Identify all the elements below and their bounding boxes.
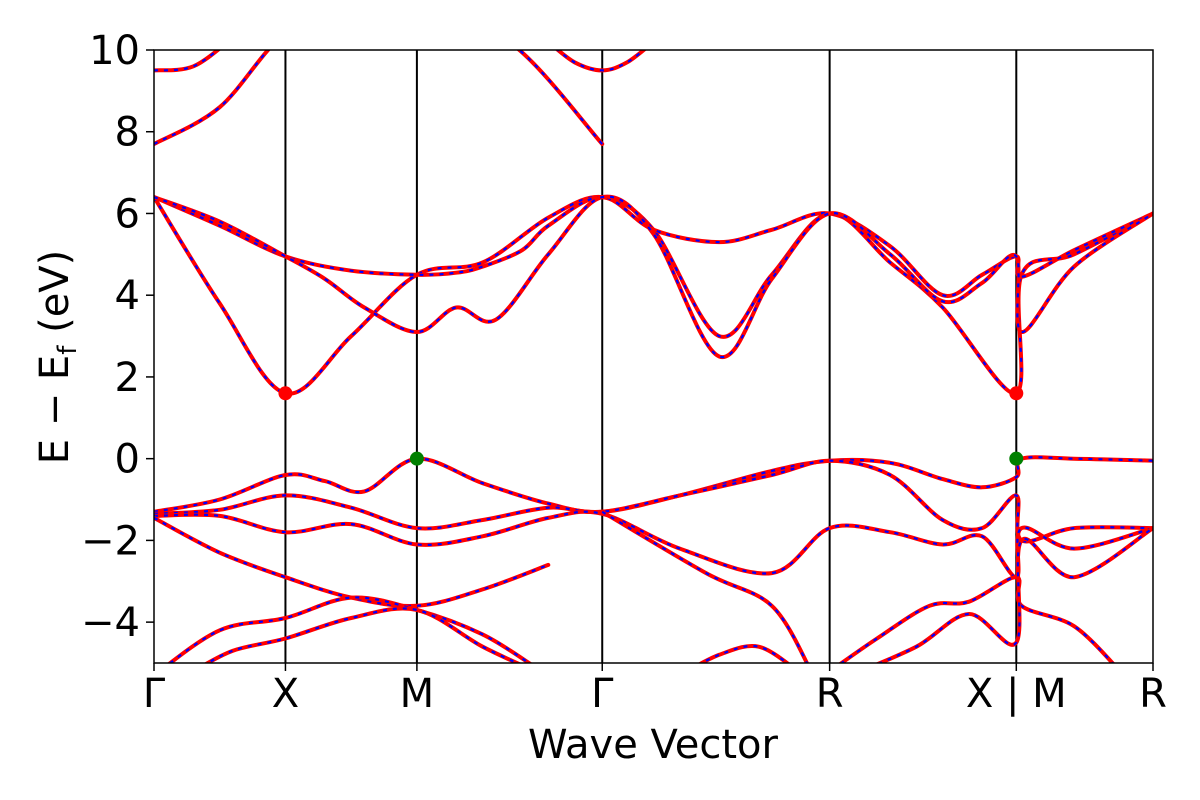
extremum-marker-2 [409,451,424,466]
x-tick-label-2: M [400,671,435,717]
y-axis-label-unit: (eV) [32,250,78,346]
y-tick-label-6: 8 [115,110,140,156]
band-lines [154,50,1153,663]
band-line-4 [154,50,221,73]
x-tick-label-6: R [1139,671,1167,717]
band-line-3 [154,50,605,146]
x-tick-label-1: X [272,671,299,717]
y-axis-label-main: E − E [32,355,78,465]
band-line-1-overlay [154,195,1153,298]
band-line-0-overlay [154,195,1153,395]
extremum-marker-3 [1009,451,1024,466]
band-line-7-overlay [154,459,1153,543]
x-tick-label-5: X | M [966,671,1067,717]
y-axis-ticks: −4 −2 0 2 4 6 8 10 [81,28,154,646]
y-axis-label-subscript: f [53,345,83,355]
extremum-marker-1 [1009,386,1024,401]
extremum-marker-0 [278,386,293,401]
band-line-11 [203,606,522,663]
band-line-13-overlay [699,644,789,663]
y-tick-label-7: 10 [89,28,140,74]
extrema-markers [278,386,1024,466]
high-symmetry-lines [284,50,1018,663]
band-line-12-overlay [601,510,809,663]
y-tick-label-4: 4 [115,273,140,319]
y-tick-label-3: 2 [115,355,140,401]
x-axis-label: Wave Vector [528,722,779,768]
y-tick-label-2: 0 [115,437,140,483]
x-axis-ticks: Γ X M Γ R X | M R [143,663,1167,717]
band-line-14 [838,575,1116,663]
plot-frame [153,49,1154,664]
y-axis-label: E − Ef (eV) [32,250,83,465]
plot-background [154,50,1153,663]
band-line-15-overlay [877,527,1153,663]
band-line-10-overlay [168,596,531,663]
x-tick-label-3: Γ [591,671,614,717]
band-line-8-overlay [154,510,1153,579]
y-tick-label-1: −2 [81,518,140,564]
x-tick-label-0: Γ [143,671,166,717]
y-tick-label-0: −4 [81,600,140,646]
band-line-5-overlay [556,50,646,72]
y-tick-label-5: 6 [115,191,140,237]
x-tick-label-4: R [816,671,844,717]
band-line-2-overlay [154,195,1153,359]
